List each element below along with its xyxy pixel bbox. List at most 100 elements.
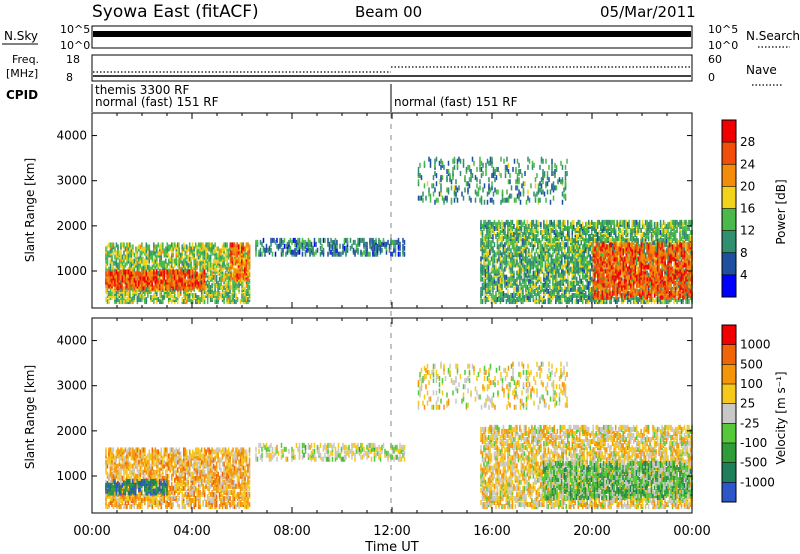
range-gate-cell [301, 237, 304, 243]
range-gate-cell [136, 269, 139, 275]
range-gate-cell [510, 219, 512, 225]
range-gate-cell [564, 274, 566, 280]
range-gate-cell [583, 284, 586, 290]
range-gate-cell [484, 286, 487, 292]
range-gate-cell [507, 288, 509, 294]
range-gate-cell [502, 290, 505, 296]
range-gate-cell [197, 242, 200, 248]
range-gate-cell [363, 249, 365, 255]
range-gate-cell [514, 227, 517, 233]
range-gate-cell [498, 252, 500, 258]
range-gate-cell [127, 290, 130, 296]
range-gate-cell [592, 234, 594, 240]
range-gate-cell [154, 264, 157, 270]
range-gate-cell [112, 269, 115, 275]
range-gate-cell [486, 282, 488, 288]
range-gate-cell [236, 264, 238, 270]
range-gate-cell [147, 252, 149, 258]
range-gate-cell [123, 242, 125, 248]
range-gate-cell [270, 247, 272, 253]
range-gate-cell [601, 299, 603, 305]
range-gate-cell [111, 242, 113, 248]
range-gate-cell [175, 252, 178, 258]
range-gate-cell [318, 237, 320, 243]
range-gate-cell [214, 258, 216, 264]
range-gate-cell [182, 293, 185, 299]
range-gate-cell [136, 246, 139, 252]
range-gate-cell [108, 242, 110, 248]
range-gate-cell [549, 242, 551, 248]
range-gate-cell [558, 284, 560, 290]
range-gate-cell [117, 262, 119, 268]
range-gate-cell [271, 251, 274, 257]
range-gate-cell [535, 256, 538, 262]
range-gate-cell [214, 276, 216, 282]
range-gate-cell [154, 285, 156, 291]
range-gate-cell [112, 242, 115, 248]
range-gate-cell [123, 269, 125, 275]
range-gate-cell [248, 278, 251, 284]
range-gate-cell [574, 299, 577, 305]
range-gate-cell [507, 276, 509, 282]
range-gate-cell [587, 295, 590, 301]
range-gate-cell [132, 244, 134, 250]
range-gate-cell [571, 286, 574, 292]
range-gate-cell [529, 252, 532, 258]
range-gate-cell [145, 286, 148, 292]
range-gate-cell [194, 242, 197, 248]
noise-right-tick-bottom: 10^0 [708, 39, 738, 52]
range-gate-cell [523, 230, 526, 236]
range-gate-cell [111, 286, 113, 292]
range-gate-cell [587, 242, 590, 248]
range-gate-cell [185, 254, 188, 260]
range-gate-cell [623, 219, 626, 225]
range-gate-cell [579, 278, 581, 284]
range-gate-cell [199, 260, 201, 266]
range-gate-cell [136, 295, 139, 301]
range-gate-cell [529, 227, 532, 233]
range-gate-cell [261, 251, 263, 257]
range-gate-cell [142, 281, 145, 287]
range-gate-cell [123, 286, 125, 292]
range-gate-cell [559, 295, 562, 301]
range-gate-cell [519, 292, 521, 298]
range-gate-cell [487, 236, 490, 242]
range-gate-cell [522, 248, 524, 254]
range-gate-cell [375, 245, 377, 251]
range-gate-cell [496, 297, 499, 303]
range-gate-cell [331, 245, 334, 251]
range-gate-cell [483, 297, 485, 303]
range-gate-cell [191, 273, 194, 279]
range-gate-cell [608, 232, 611, 238]
range-gate-cell [549, 252, 551, 258]
range-gate-cell [564, 292, 566, 298]
range-gate-cell [585, 227, 587, 233]
range-gate-cell [558, 280, 560, 286]
range-gate-cell [589, 244, 591, 250]
range-gate-cell [132, 279, 134, 285]
range-gate-cell [535, 264, 538, 270]
range-gate-cell [649, 223, 651, 229]
range-gate-cell [481, 299, 484, 305]
range-gate-cell [169, 290, 172, 296]
range-gate-cell [481, 290, 484, 296]
range-gate-cell [214, 248, 216, 254]
range-gate-cell [144, 285, 146, 291]
range-gate-cell [381, 247, 383, 253]
range-gate-cell [215, 278, 218, 284]
range-gate-cell [282, 247, 284, 253]
range-gate-cell [160, 254, 163, 260]
range-gate-cell [294, 237, 296, 243]
range-gate-cell [205, 284, 207, 290]
range-gate-cell [604, 238, 606, 244]
range-gate-cell [276, 237, 278, 243]
range-gate-cell [208, 280, 210, 286]
range-gate-cell [185, 244, 188, 250]
range-gate-cell [529, 274, 532, 280]
range-gate-cell [511, 276, 514, 282]
range-gate-cell [652, 227, 654, 233]
range-gate-cell [280, 251, 283, 257]
range-gate-cell [593, 266, 596, 272]
range-gate-cell [589, 290, 591, 296]
range-gate-cell [277, 243, 280, 249]
